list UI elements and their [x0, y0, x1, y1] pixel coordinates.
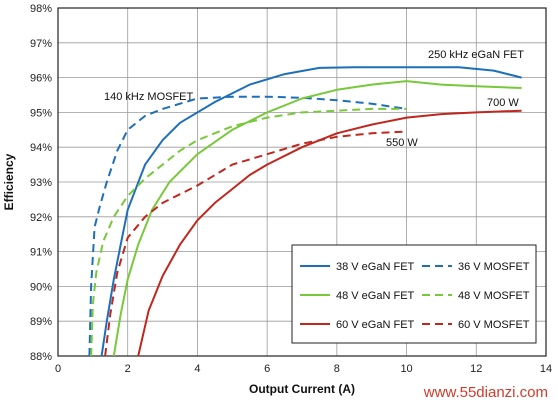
annotation-250khz-egan: 250 kHz eGaN FET: [428, 49, 524, 61]
y-tick-label: 94%: [30, 142, 52, 154]
x-tick-label: 4: [194, 363, 200, 375]
x-tick-label: 8: [334, 363, 340, 375]
x-tick-label: 10: [400, 363, 412, 375]
y-tick-label: 90%: [30, 281, 52, 293]
y-tick-label: 93%: [30, 177, 52, 189]
legend-box: [291, 244, 537, 344]
x-tick-label: 0: [55, 363, 61, 375]
y-tick-label: 98%: [30, 3, 52, 15]
series-line-60-v-mosfet: [104, 130, 407, 357]
y-axis-title: Efficiency: [2, 153, 16, 210]
series-lines: [88, 66, 522, 357]
plot-frame: [57, 7, 547, 357]
y-tick-label: 95%: [30, 107, 52, 119]
x-tick-label: 12: [470, 363, 482, 375]
y-tick-label: 89%: [30, 316, 52, 328]
legend: 38 V eGaN FET 36 V MOSFET 48 V eGaN FET 48 …: [291, 244, 537, 344]
series-line-38-v-egan-fet: [100, 66, 522, 357]
y-tick-label: 92%: [30, 212, 52, 224]
series-line-48-v-mosfet: [90, 107, 407, 357]
y-tick-labels: 88% 89% 90% 91% 92% 93% 94% 95% 96% 97% 98%: [30, 3, 52, 363]
y-tick-label: 96%: [30, 73, 52, 85]
annotation-700w: 700 W: [487, 97, 519, 109]
x-tick-label: 6: [264, 363, 270, 375]
x-tick-labels: 0 2 4 6 8 10 12 14: [55, 363, 552, 375]
series-line-36-v-mosfet: [88, 95, 407, 357]
watermark-text: www.55dianzi.com: [423, 384, 548, 401]
legend-label: 36 V MOSFET: [458, 261, 530, 273]
legend-label: 38 V eGaN FET: [336, 261, 415, 273]
y-tick-label: 88%: [30, 351, 52, 363]
legend-label: 60 V MOSFET: [458, 319, 530, 331]
x-tick-label: 14: [540, 363, 552, 375]
legend-label: 48 V MOSFET: [458, 290, 530, 302]
y-tick-label: 97%: [30, 38, 52, 50]
annotation-140khz-mosfet: 140 kHz MOSFET: [104, 91, 194, 103]
x-axis-title: Output Current (A): [249, 382, 355, 396]
legend-label: 60 V eGaN FET: [336, 319, 415, 331]
legend-items: 38 V eGaN FET 36 V MOSFET 48 V eGaN FET 48 …: [300, 261, 530, 331]
x-tick-label: 2: [125, 363, 131, 375]
legend-label: 48 V eGaN FET: [336, 290, 415, 302]
series-line-60-v-egan-fet: [137, 109, 522, 357]
annotation-550w: 550 W: [386, 137, 418, 149]
y-tick-label: 91%: [30, 247, 52, 259]
